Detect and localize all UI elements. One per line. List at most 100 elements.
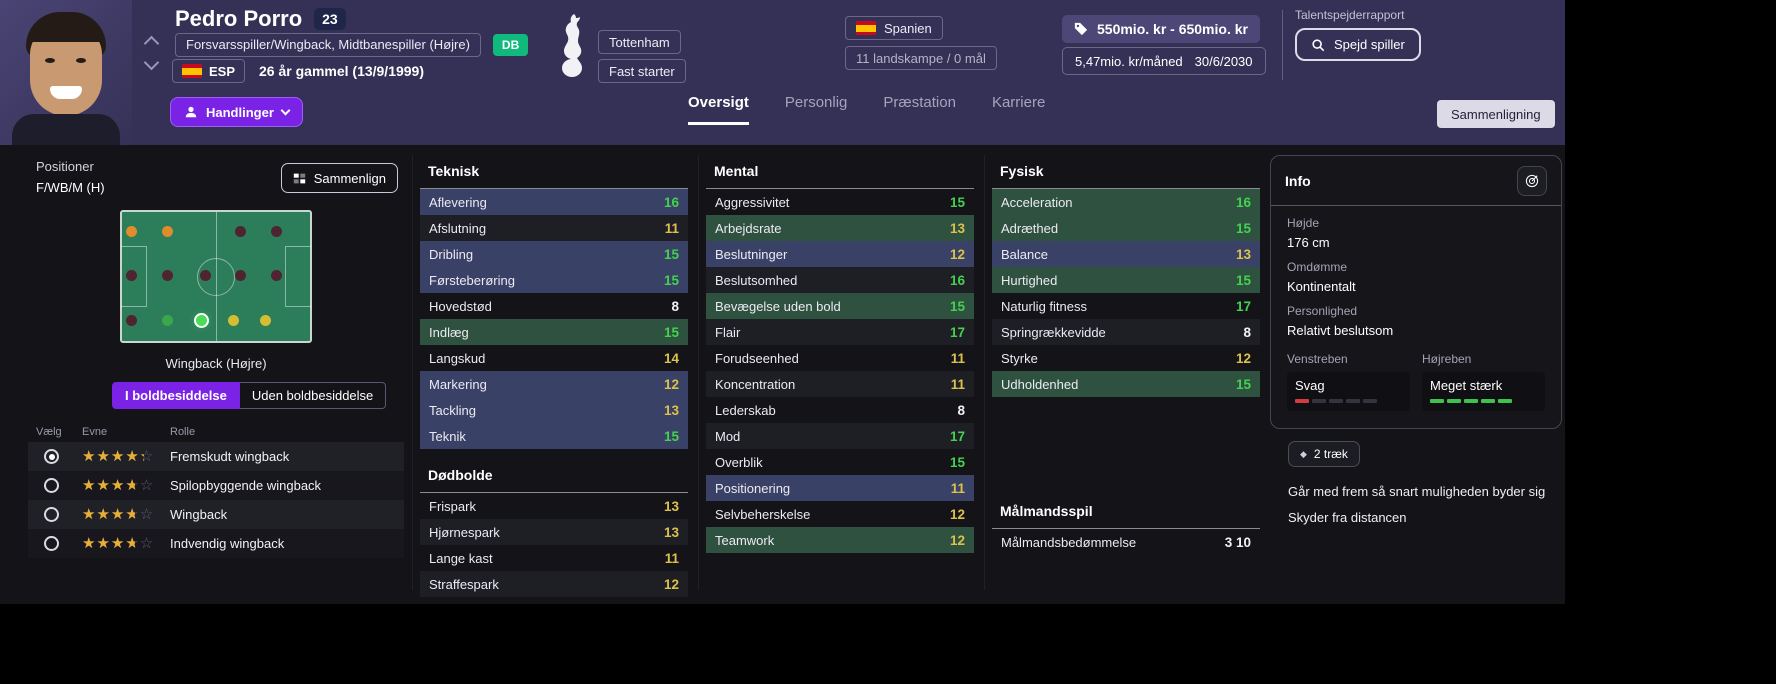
attribute-row-mod[interactable]: Mod 17 [706,423,974,449]
chevron-down-icon[interactable] [143,54,160,71]
position-dot[interactable] [162,270,174,282]
role-row-indvendig-wingback[interactable]: ☆☆☆☆☆★★★★★Indvendig wingback [28,529,404,558]
star-rating: ☆☆☆☆☆★★★★★ [82,449,170,464]
player-trait: Skyder fra distancen [1288,510,1407,525]
foot-rating-box: Meget stærk [1422,372,1545,411]
position-dot[interactable] [227,315,239,327]
attribute-row-førsteberøring[interactable]: Førsteberøring 15 [420,267,688,293]
club-button[interactable]: Tottenham [598,30,681,54]
tab-præstation[interactable]: Præstation [883,94,956,111]
scout-player-button[interactable]: Spejd spiller [1295,28,1421,61]
attribute-row-flair[interactable]: Flair 17 [706,319,974,345]
attribute-row-markering[interactable]: Markering 12 [420,371,688,397]
toggle-out-of-possession[interactable]: Uden boldbesiddelse [239,382,387,409]
role-radio[interactable] [44,507,59,522]
position-dot[interactable] [126,226,138,238]
tactics-view-button[interactable] [1517,166,1547,196]
attribute-row-adræthed[interactable]: Adræthed 15 [992,215,1260,241]
squad-status-button[interactable]: Fast starter [598,59,686,83]
attribute-row-målmandsbedømmelse[interactable]: Målmandsbedømmelse 3 10 [992,529,1260,555]
role-row-spilopbyggende-wingback[interactable]: ☆☆☆☆☆★★★★★Spilopbyggende wingback [28,471,404,500]
chevron-up-icon[interactable] [143,35,160,52]
attribute-row-hovedstød[interactable]: Hovedstød 8 [420,293,688,319]
role-row-wingback[interactable]: ☆☆☆☆☆★★★★★Wingback [28,500,404,529]
attribute-value: 3 10 [1224,534,1251,550]
attribute-value: 15 [1235,272,1251,288]
attribute-value: 8 [671,298,679,314]
age-text: 26 år gammel (13/9/1999) [259,63,425,79]
compare-button[interactable]: Sammenlign [280,163,398,193]
attribute-row-forudseenhed[interactable]: Forudseenhed 11 [706,345,974,371]
attribute-row-beslutninger[interactable]: Beslutninger 12 [706,241,974,267]
position-summary[interactable]: Forsvarsspiller/Wingback, Midtbanespille… [175,33,481,57]
attribute-row-aflevering[interactable]: Aflevering 16 [420,189,688,215]
attribute-value: 8 [1243,324,1251,340]
tab-karriere[interactable]: Karriere [991,94,1046,111]
attribute-row-teamwork[interactable]: Teamwork 12 [706,527,974,553]
attribute-row-udholdenhed[interactable]: Udholdenhed 15 [992,371,1260,397]
attribute-row-indlæg[interactable]: Indlæg 15 [420,319,688,345]
age-badge: 23 [314,8,346,30]
foot-rating-segment [1447,399,1461,403]
db-badge[interactable]: DB [492,34,529,56]
position-dot[interactable] [271,270,283,282]
attribute-row-arbejdsrate[interactable]: Arbejdsrate 13 [706,215,974,241]
attribute-row-positionering[interactable]: Positionering 11 [706,475,974,501]
actions-button[interactable]: Handlinger [170,97,303,127]
position-dot[interactable] [259,315,271,327]
attribute-row-koncentration[interactable]: Koncentration 11 [706,371,974,397]
position-dot[interactable] [271,226,283,238]
attribute-row-styrke[interactable]: Styrke 12 [992,345,1260,371]
attribute-value: 12 [1235,350,1251,366]
attribute-row-straffespark[interactable]: Straffespark 12 [420,571,688,597]
attribute-row-lederskab[interactable]: Lederskab 8 [706,397,974,423]
attribute-row-bevægelse-uden-bold[interactable]: Bevægelse uden bold 15 [706,293,974,319]
attribute-row-hurtighed[interactable]: Hurtighed 15 [992,267,1260,293]
attribute-row-beslutsomhed[interactable]: Beslutsomhed 16 [706,267,974,293]
club-crest-icon[interactable] [552,12,592,80]
attribute-label: Hurtighed [1001,272,1058,288]
position-dot[interactable] [235,270,247,282]
attribute-row-naturlig-fitness[interactable]: Naturlig fitness 17 [992,293,1260,319]
attribute-row-langskud[interactable]: Langskud 14 [420,345,688,371]
attribute-row-afslutning[interactable]: Afslutning 11 [420,215,688,241]
attribute-label: Aflevering [429,194,487,210]
position-dot[interactable] [199,270,211,282]
attribute-row-springrækkevidde[interactable]: Springrækkevidde 8 [992,319,1260,345]
attribute-label: Springrækkevidde [1001,324,1106,340]
tab-oversigt[interactable]: Oversigt [688,94,749,125]
position-dot[interactable] [126,270,138,282]
attribute-row-dribling[interactable]: Dribling 15 [420,241,688,267]
position-dot[interactable] [235,226,247,238]
attribute-label: Acceleration [1001,194,1073,210]
role-row-fremskudt-wingback[interactable]: ☆☆☆☆☆★★★★★Fremskudt wingback [28,442,404,471]
attribute-row-acceleration[interactable]: Acceleration 16 [992,189,1260,215]
toggle-in-possession[interactable]: I boldbesiddelse [112,382,240,409]
attribute-row-frispark[interactable]: Frispark 13 [420,493,688,519]
position-dot[interactable] [195,315,207,327]
star-filled-glyphs: ★★★★★ [82,478,135,493]
attribute-row-hjørnespark[interactable]: Hjørnespark 13 [420,519,688,545]
nationality-box[interactable]: ESP [172,59,246,83]
position-dot[interactable] [162,315,174,327]
tab-personlig[interactable]: Personlig [784,94,848,111]
role-radio[interactable] [44,478,59,493]
transfer-value[interactable]: 550mio. kr - 650mio. kr [1062,15,1260,43]
attribute-row-tackling[interactable]: Tackling 13 [420,397,688,423]
attribute-row-aggressivitet[interactable]: Aggressivitet 15 [706,189,974,215]
position-dot[interactable] [126,315,138,327]
avatar-torso [12,114,120,145]
attribute-row-lange-kast[interactable]: Lange kast 11 [420,545,688,571]
traits-badge[interactable]: ◆ 2 træk [1288,441,1360,467]
attribute-row-selvbeherskelse[interactable]: Selvbeherskelse 12 [706,501,974,527]
attribute-row-teknik[interactable]: Teknik 15 [420,423,688,449]
attribute-row-overblik[interactable]: Overblik 15 [706,449,974,475]
attribute-row-balance[interactable]: Balance 13 [992,241,1260,267]
role-radio[interactable] [44,449,59,464]
nation-button[interactable]: Spanien [845,16,943,40]
position-dot[interactable] [162,226,174,238]
role-radio[interactable] [44,536,59,551]
foot-label: Højreben [1422,352,1472,366]
column-divider [412,155,413,590]
comparison-button[interactable]: Sammenligning [1437,100,1555,128]
